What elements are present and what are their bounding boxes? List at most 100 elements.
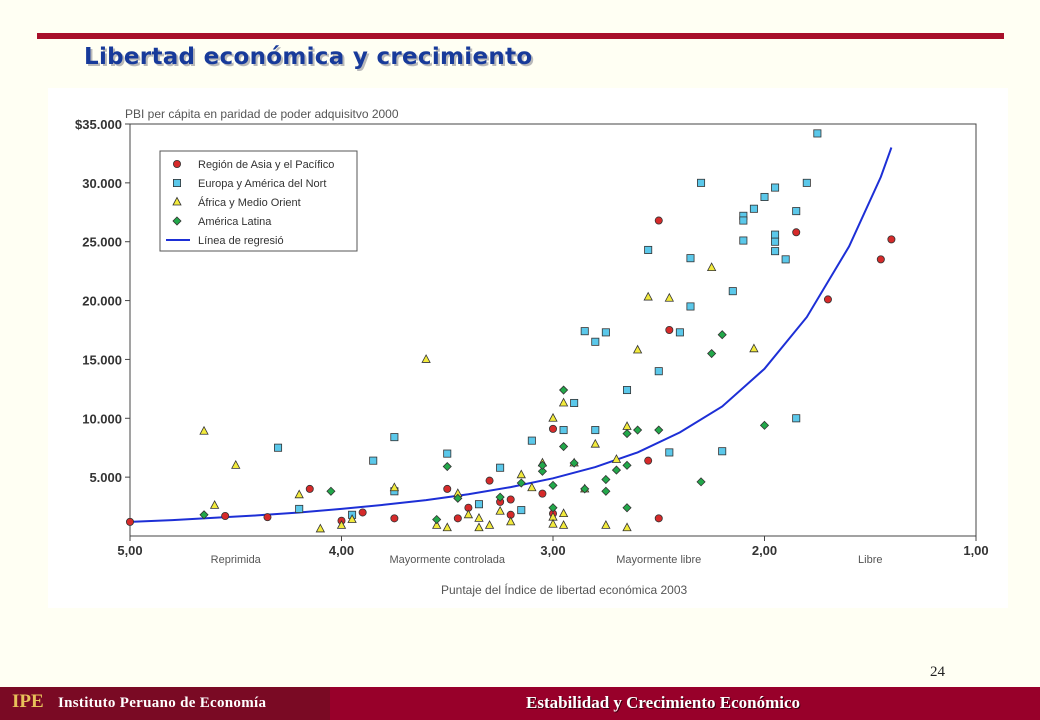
asia-point bbox=[506, 495, 515, 504]
x-tick-label: 4,00 bbox=[329, 543, 354, 558]
europe-point bbox=[792, 414, 801, 423]
africa-point bbox=[294, 489, 304, 499]
legend-box bbox=[159, 150, 358, 252]
latam-point bbox=[199, 510, 209, 520]
africa-point bbox=[643, 291, 653, 301]
europe-point bbox=[728, 287, 737, 296]
europe-point bbox=[295, 504, 304, 513]
africa-point bbox=[389, 482, 400, 492]
x-category-label: Mayormente controlada bbox=[389, 554, 505, 566]
europe-point bbox=[591, 426, 600, 435]
latam-point bbox=[759, 420, 770, 430]
legend-swatch bbox=[172, 196, 182, 206]
europe-point bbox=[675, 328, 684, 337]
europe-point bbox=[771, 183, 780, 192]
y-tick-label: 25.000 bbox=[82, 235, 122, 250]
chart-title: PBI per cápita en paridad de poder adqui… bbox=[125, 107, 399, 121]
europe-point bbox=[601, 328, 610, 337]
y-tick-label: 20.000 bbox=[82, 294, 122, 309]
africa-point bbox=[336, 520, 347, 529]
page-number: 24 bbox=[930, 664, 945, 680]
europe-point bbox=[781, 255, 790, 264]
europe-point bbox=[792, 207, 801, 216]
x-tick-label: 5,00 bbox=[117, 543, 142, 558]
africa-point bbox=[558, 520, 569, 529]
asia-point bbox=[443, 484, 452, 493]
latam-point bbox=[537, 466, 547, 476]
africa-point bbox=[495, 505, 505, 515]
latam-point bbox=[696, 477, 706, 487]
points-layer bbox=[126, 129, 896, 533]
europe-point bbox=[443, 449, 452, 458]
latam-point bbox=[707, 348, 717, 359]
x-tick-label: 3,00 bbox=[540, 543, 565, 558]
footer-org-block: IPE Instituto Peruano de Economía bbox=[0, 687, 330, 720]
europe-point bbox=[697, 178, 706, 187]
europe-point bbox=[496, 463, 505, 472]
africa-point bbox=[474, 522, 484, 532]
asia-point bbox=[485, 476, 494, 485]
europe-point bbox=[771, 230, 780, 239]
africa-point bbox=[601, 520, 611, 529]
africa-point bbox=[558, 508, 569, 518]
asia-point bbox=[823, 295, 832, 304]
latam-point bbox=[453, 493, 463, 503]
chart-panel: PBI per cápita en paridad de poder adqui… bbox=[48, 88, 1008, 608]
africa-point bbox=[558, 397, 569, 407]
scatter-chart: PBI per cápita en paridad de poder adqui… bbox=[75, 107, 989, 597]
x-category-label: Mayormente libre bbox=[616, 554, 701, 566]
africa-point bbox=[463, 509, 474, 519]
asia-point bbox=[358, 508, 367, 517]
legend-label: Región de Asia y el Pacífico bbox=[198, 159, 334, 171]
legend: Región de Asia y el Pacífico Europa y Amé… bbox=[159, 150, 358, 252]
asia-point bbox=[644, 456, 653, 465]
latam-point bbox=[559, 441, 569, 452]
europe-point bbox=[274, 443, 283, 452]
europe-point bbox=[369, 456, 378, 465]
latam-point bbox=[611, 465, 622, 475]
asia-point bbox=[538, 489, 547, 498]
europe-point bbox=[813, 129, 822, 138]
africa-point bbox=[632, 344, 643, 354]
asia-point bbox=[887, 235, 896, 244]
asia-point bbox=[390, 514, 399, 523]
asia-point bbox=[126, 517, 135, 526]
latam-point bbox=[548, 503, 558, 513]
europe-point bbox=[527, 436, 536, 445]
europe-point bbox=[718, 447, 727, 456]
europe-point bbox=[686, 254, 695, 263]
footer-topic: Estabilidad y Crecimiento Económico bbox=[526, 693, 801, 712]
footer-bar: IPE Instituto Peruano de Economía Estabi… bbox=[0, 687, 1040, 720]
latam-point bbox=[717, 330, 727, 340]
latam-point bbox=[495, 492, 505, 502]
legend-label: Línea de regresió bbox=[198, 235, 284, 247]
africa-point bbox=[611, 454, 622, 463]
europe-point bbox=[665, 448, 674, 457]
africa-point bbox=[590, 438, 600, 448]
europe-point bbox=[570, 398, 579, 407]
latam-point bbox=[601, 486, 611, 496]
africa-point bbox=[506, 516, 516, 526]
footer-org: Instituto Peruano de Economía bbox=[58, 695, 267, 711]
latam-point bbox=[326, 486, 336, 496]
europe-point bbox=[739, 236, 748, 245]
europe-point bbox=[686, 302, 695, 311]
europe-point bbox=[474, 500, 483, 509]
y-tick-label: 15.000 bbox=[82, 352, 122, 367]
asia-point bbox=[876, 255, 885, 264]
africa-point bbox=[442, 522, 452, 532]
africa-point bbox=[749, 343, 759, 353]
africa-point bbox=[421, 354, 431, 363]
legend-label: América Latina bbox=[198, 216, 272, 228]
legend-swatch bbox=[173, 160, 182, 169]
latam-point bbox=[548, 480, 558, 490]
europe-point bbox=[559, 426, 568, 435]
africa-point bbox=[347, 514, 357, 523]
africa-point bbox=[209, 500, 220, 509]
y-tick-label: 30.000 bbox=[82, 176, 122, 191]
latam-point bbox=[654, 425, 664, 435]
africa-point bbox=[548, 412, 558, 422]
latam-point bbox=[601, 474, 611, 485]
asia-point bbox=[263, 513, 272, 522]
x-axis-label: Puntaje del Índice de libertad económica… bbox=[441, 582, 687, 597]
